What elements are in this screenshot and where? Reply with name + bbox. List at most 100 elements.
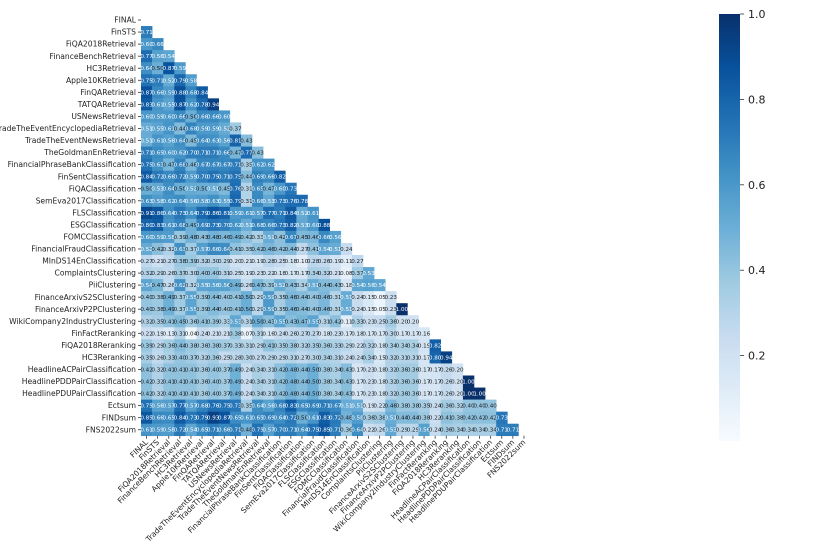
heatmap-cell bbox=[451, 411, 464, 424]
heatmap-cell bbox=[329, 411, 342, 424]
heatmap-cell bbox=[152, 146, 164, 159]
row-label: HeadlinePDDPairClassification bbox=[22, 377, 136, 386]
cell-value-label: 0.34 bbox=[451, 428, 464, 434]
heatmap-cell bbox=[196, 351, 208, 364]
heatmap-cell bbox=[285, 255, 297, 268]
cell-value-label: 0.31 bbox=[329, 307, 342, 313]
cell-value-label: 0.51 bbox=[207, 187, 220, 193]
heatmap-cell bbox=[474, 387, 486, 400]
cell-value-label: 0.38 bbox=[285, 343, 298, 349]
heatmap-cell bbox=[229, 363, 242, 376]
heatmap-cell bbox=[307, 423, 319, 437]
heatmap-cell bbox=[218, 194, 231, 208]
heatmap-cell bbox=[174, 423, 186, 437]
cell-value-label: 0.36 bbox=[407, 367, 420, 373]
heatmap-cell bbox=[252, 279, 264, 292]
heatmap-cell bbox=[285, 230, 297, 244]
cell-value-label: 0.24 bbox=[340, 247, 353, 253]
cell-value-label: 0.37 bbox=[351, 271, 364, 277]
cell-value-label: 0.41 bbox=[185, 367, 198, 373]
heatmap-cell bbox=[218, 399, 231, 412]
cell-value-label: 0.76 bbox=[207, 404, 220, 410]
heatmap-cell bbox=[196, 399, 208, 412]
heatmap-cell bbox=[196, 291, 208, 304]
heatmap-cell bbox=[374, 411, 386, 424]
cell-value-label: 0.61 bbox=[307, 211, 320, 217]
heatmap-cell bbox=[418, 387, 430, 400]
cell-value-label: 0.49 bbox=[163, 307, 176, 313]
heatmap-cell bbox=[185, 363, 197, 376]
heatmap-cell bbox=[351, 339, 364, 352]
cell-value-label: 0.32 bbox=[140, 271, 152, 277]
cell-value-label: 0.40 bbox=[140, 295, 153, 301]
heatmap-cell bbox=[329, 255, 342, 268]
heatmap-cell bbox=[229, 122, 242, 135]
cell-value-label: 0.17 bbox=[429, 392, 442, 398]
heatmap-cell bbox=[363, 375, 375, 388]
heatmap-cell bbox=[207, 98, 219, 111]
cell-value-label: 0.37 bbox=[174, 271, 187, 277]
heatmap-cell bbox=[185, 218, 197, 232]
cell-value-label: 0.87 bbox=[163, 66, 176, 72]
heatmap-cell bbox=[318, 375, 330, 388]
cell-value-label: 0.34 bbox=[251, 380, 264, 386]
heatmap-cell bbox=[240, 158, 253, 171]
heatmap-cell bbox=[274, 182, 286, 196]
heatmap-cell bbox=[418, 411, 430, 424]
cell-value-label: 0.49 bbox=[229, 392, 242, 398]
cell-value-label: 0.18 bbox=[340, 283, 353, 289]
heatmap-cell bbox=[229, 170, 242, 183]
cell-value-label: 0.19 bbox=[362, 404, 375, 410]
row-label: Ectsum bbox=[108, 401, 136, 410]
heatmap-cell bbox=[207, 218, 219, 232]
heatmap-cell bbox=[207, 387, 219, 400]
heatmap-cell bbox=[385, 375, 397, 388]
cell-value-label: 0.61 bbox=[163, 126, 176, 132]
heatmap-cell bbox=[396, 375, 408, 388]
cell-value-label: 0.56 bbox=[151, 54, 164, 60]
heatmap-cell bbox=[340, 351, 353, 364]
cell-value-label: 0.23 bbox=[251, 271, 264, 277]
heatmap-cell bbox=[240, 182, 253, 196]
cell-value-label: 0.26 bbox=[285, 331, 298, 337]
heatmap-cell bbox=[141, 182, 153, 196]
heatmap-cell bbox=[174, 375, 186, 388]
cell-value-label: 0.55 bbox=[185, 295, 198, 301]
cell-value-label: 0.37 bbox=[218, 367, 231, 373]
heatmap-cell bbox=[285, 303, 297, 316]
heatmap-cell bbox=[407, 363, 419, 376]
heatmap-cell bbox=[141, 206, 153, 220]
cell-value-label: 0.40 bbox=[207, 367, 220, 373]
heatmap-cell bbox=[218, 158, 231, 171]
cell-value-label: 0.27 bbox=[163, 259, 176, 265]
heatmap-cell bbox=[363, 327, 375, 340]
cell-value-label: 1.00 bbox=[396, 307, 409, 313]
cell-value-label: 0.75 bbox=[307, 428, 320, 434]
heatmap-cell bbox=[218, 182, 231, 196]
cell-value-label: 0.34 bbox=[296, 283, 309, 289]
cell-value-label: 0.54 bbox=[373, 283, 386, 289]
cell-value-label: 0.71 bbox=[151, 78, 164, 84]
heatmap-cell bbox=[196, 194, 208, 208]
heatmap-cell bbox=[307, 315, 319, 328]
heatmap-cell bbox=[340, 279, 353, 292]
heatmap-cell bbox=[307, 375, 319, 388]
heatmap-cell bbox=[174, 399, 186, 412]
heatmap-cell bbox=[252, 351, 264, 364]
cell-value-label: 0.43 bbox=[285, 319, 298, 325]
cell-value-label: 0.77 bbox=[262, 211, 275, 217]
cell-value-label: 0.36 bbox=[440, 404, 453, 410]
cell-value-label: 0.61 bbox=[240, 416, 253, 422]
heatmap-cell bbox=[174, 134, 186, 147]
heatmap-cell bbox=[196, 255, 208, 268]
cell-value-label: 0.62 bbox=[229, 223, 241, 229]
heatmap-cell bbox=[263, 158, 275, 171]
cell-value-label: 0.56 bbox=[362, 283, 375, 289]
cell-value-label: 0.38 bbox=[451, 416, 464, 422]
heatmap-cell bbox=[285, 279, 297, 292]
cell-value-label: 0.50 bbox=[140, 187, 153, 193]
row-label: TradeTheEventEncyclopediaRetrieval bbox=[0, 124, 136, 133]
heatmap-cell bbox=[174, 182, 186, 196]
heatmap-cell bbox=[207, 194, 219, 208]
heatmap-cell bbox=[141, 38, 153, 51]
